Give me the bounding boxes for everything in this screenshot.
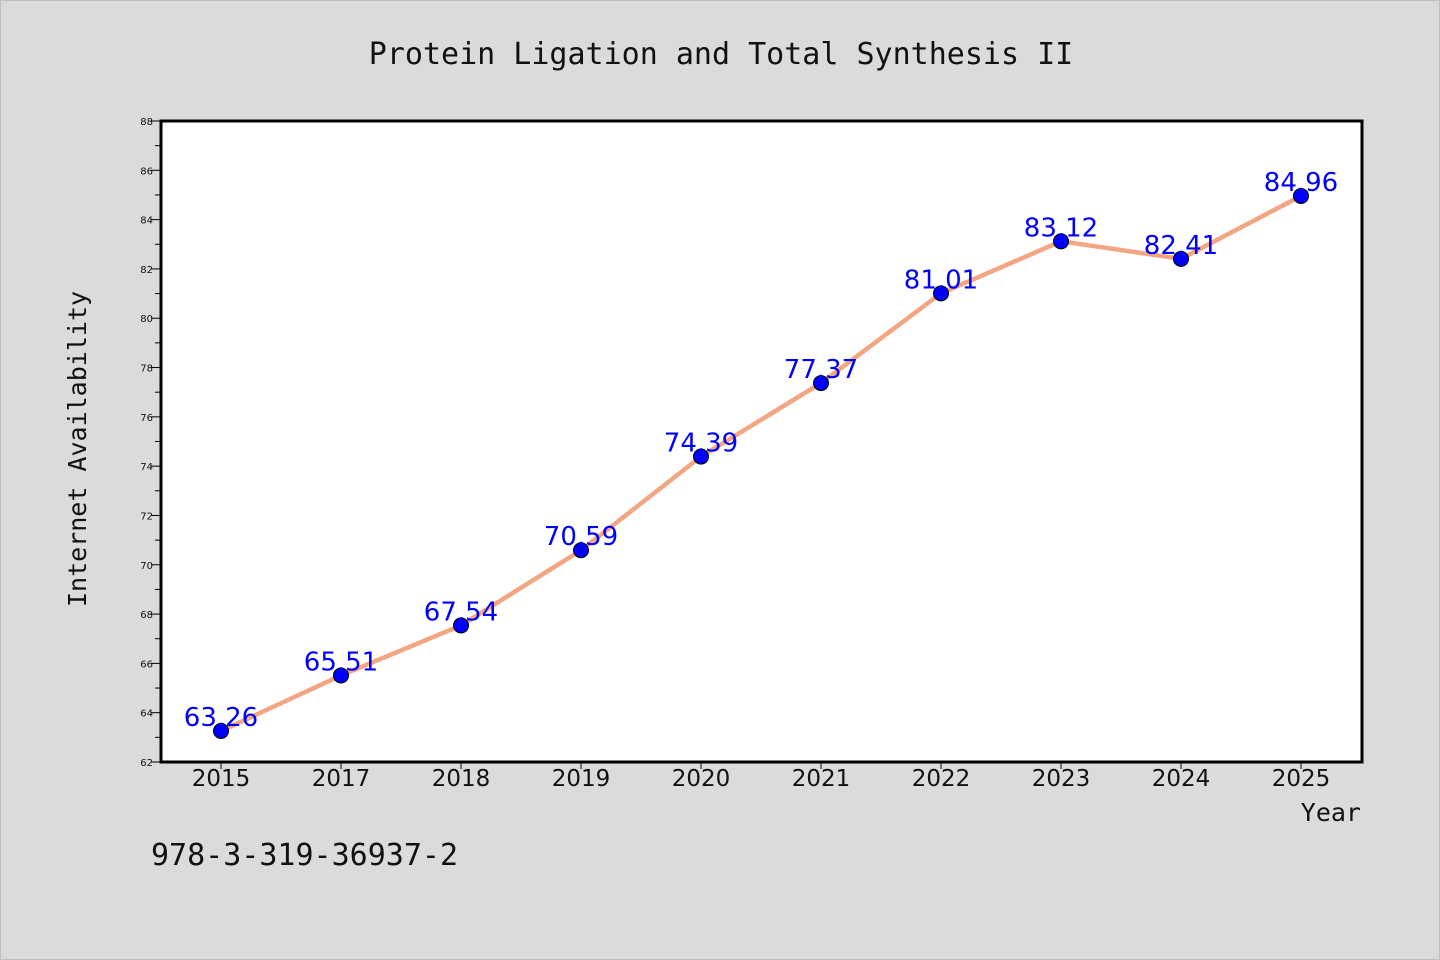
x-tick-label: 2020 bbox=[672, 766, 731, 792]
x-tick-label: 2025 bbox=[1272, 766, 1331, 792]
y-tick-label: 64 bbox=[140, 709, 153, 720]
data-point-marker bbox=[933, 285, 949, 302]
data-point-marker bbox=[213, 722, 229, 739]
y-tick-label: 62 bbox=[140, 758, 153, 769]
data-point-label: 77.37 bbox=[784, 355, 858, 385]
data-point-marker bbox=[1293, 187, 1309, 204]
y-tick-label: 66 bbox=[140, 659, 153, 670]
y-tick-label: 70 bbox=[140, 561, 153, 572]
data-point-label: 65.51 bbox=[304, 647, 378, 677]
series-markers bbox=[213, 187, 1309, 739]
data-point-label: 74.39 bbox=[664, 429, 738, 459]
data-point-marker bbox=[1173, 250, 1189, 267]
y-axis: 62 64 66 68 70 72 74 76 78 80 82 84 86 88 bbox=[140, 117, 161, 769]
data-point-label: 63.26 bbox=[184, 703, 258, 733]
y-tick-label: 74 bbox=[140, 462, 153, 473]
data-point-label: 70.59 bbox=[544, 522, 618, 552]
data-point-marker bbox=[1053, 233, 1069, 250]
x-tick-label: 2018 bbox=[432, 766, 491, 792]
data-point-label: 82.41 bbox=[1144, 231, 1218, 261]
x-tick-label: 2023 bbox=[1032, 766, 1091, 792]
series-line bbox=[218, 193, 1304, 734]
plot-area bbox=[161, 121, 1362, 762]
x-axis-label: Year bbox=[1301, 798, 1361, 827]
y-tick-label: 76 bbox=[140, 413, 153, 424]
data-point-label: 83.12 bbox=[1024, 213, 1098, 243]
x-tick-label: 2019 bbox=[552, 766, 611, 792]
y-tick-label: 80 bbox=[140, 314, 153, 325]
isbn-footnote: 978-3-319-36937-2 bbox=[151, 838, 458, 873]
data-point-marker bbox=[573, 542, 589, 559]
data-labels: 63.26 65.51 67.54 70.59 74.39 77.37 81.01 83.12… bbox=[184, 168, 1338, 733]
data-point-label: 84.96 bbox=[1264, 168, 1338, 198]
data-point-marker bbox=[333, 667, 349, 684]
data-point-marker bbox=[693, 448, 709, 465]
data-point-label: 67.54 bbox=[424, 597, 498, 627]
y-tick-label: 86 bbox=[140, 166, 153, 177]
x-tick-label: 2021 bbox=[792, 766, 851, 792]
x-axis: 2015 2017 2018 2019 2020 2021 2022 2023 2024 2025 bbox=[192, 762, 1331, 792]
y-tick-label: 82 bbox=[140, 265, 153, 276]
data-point-label: 81.01 bbox=[904, 265, 978, 295]
plot-frame bbox=[159, 119, 1364, 764]
y-tick-label: 88 bbox=[140, 117, 153, 128]
x-tick-label: 2024 bbox=[1152, 766, 1211, 792]
y-tick-label: 68 bbox=[140, 610, 153, 621]
chart-title: Protein Ligation and Total Synthesis II bbox=[369, 37, 1073, 72]
y-tick-label: 78 bbox=[140, 364, 153, 375]
y-tick-label: 72 bbox=[140, 511, 153, 522]
x-tick-label: 2022 bbox=[912, 766, 971, 792]
x-tick-label: 2015 bbox=[192, 766, 251, 792]
y-tick-label: 84 bbox=[140, 216, 153, 227]
data-point-marker bbox=[453, 617, 469, 634]
x-tick-label: 2017 bbox=[312, 766, 371, 792]
y-axis-label: Internet Availability bbox=[63, 291, 92, 607]
data-point-marker bbox=[813, 375, 829, 392]
